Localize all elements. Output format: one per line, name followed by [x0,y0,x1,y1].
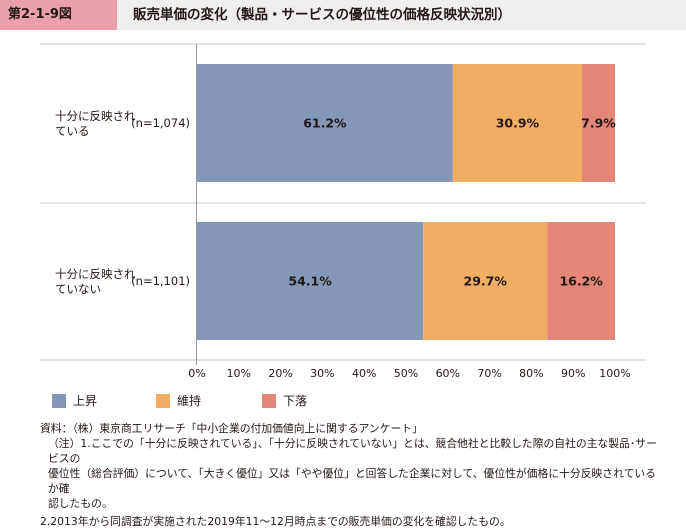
note-1-line-1: （注）1.ここでの「十分に反映されている」、「十分に反映されていない」とは、競合… [48,437,657,465]
source-note: 資料：（株）東京商工リサーチ「中小企業の付加価値向上に関するアンケート」 [40,422,423,435]
x-tick-label: 10% [227,367,251,380]
x-tick-label: 20% [268,367,292,380]
data-label: 54.1% [288,274,332,289]
legend-label: 維持 [177,394,202,408]
x-tick-label: 60% [436,367,460,380]
data-label: 61.2% [303,116,347,131]
figure-title: 販売単価の変化（製品・サービスの優位性の価格反映状況別） [133,7,511,23]
legend-label: 下落 [283,394,308,408]
bar-segment [581,64,615,182]
sample-size-label: (n=1,074) [131,116,190,130]
x-tick-label: 40% [352,367,376,380]
data-label: 30.9% [496,116,540,131]
chart-legend: 上昇 維持 下落 [0,393,686,413]
bar-segment [423,222,548,340]
legend-swatch [262,394,276,408]
category-label: 十分に反映され [55,267,136,281]
sample-size-label: (n=1,101) [131,274,190,288]
bar-segment [547,222,615,340]
legend-item: 維持 [156,393,201,409]
data-label: 29.7% [464,274,508,289]
bar-segment [452,64,582,182]
data-label: 7.9% [581,116,616,131]
legend-swatch [156,394,170,408]
legend-swatch [52,394,66,408]
note-1-line-2: 優位性（総合評価）について、「大きく優位」又は「やや優位」と回答した企業に対して… [48,467,656,495]
note-2: 2.2013年から同調査が実施された2019年11～12月時点までの販売単価の変… [40,515,511,528]
x-tick-label: 80% [519,367,543,380]
legend-item: 上昇 [52,393,97,409]
figure-header: 第2-1-9図 販売単価の変化（製品・サービスの優位性の価格反映状況別） [0,0,686,30]
category-label: ていない [55,282,101,296]
x-tick-label: 90% [561,367,585,380]
x-tick-label: 70% [477,367,501,380]
legend-item: 下落 [262,393,307,409]
category-label: 十分に反映され [55,109,136,123]
bar-segment [197,64,453,182]
x-tick-label: 30% [310,367,334,380]
stacked-bar-chart: 61.2% 30.9% 7.9% 十分に反映されている (n=1,074) 54.1% 29… [40,43,646,380]
data-label: 16.2% [559,274,603,289]
figure-number: 第2-1-9図 [0,0,117,30]
category-label: ている [55,124,90,138]
note-1-line-3: 認したもの。 [48,497,113,510]
x-tick-label: 0% [188,367,205,380]
x-tick-label: 50% [394,367,418,380]
bar-segment [197,222,424,340]
figure-notes: 資料：（株）東京商工リサーチ「中小企業の付加価値向上に関するアンケート」 （注）… [40,421,660,529]
legend-label: 上昇 [73,394,98,408]
x-tick-label: 100% [599,367,630,380]
